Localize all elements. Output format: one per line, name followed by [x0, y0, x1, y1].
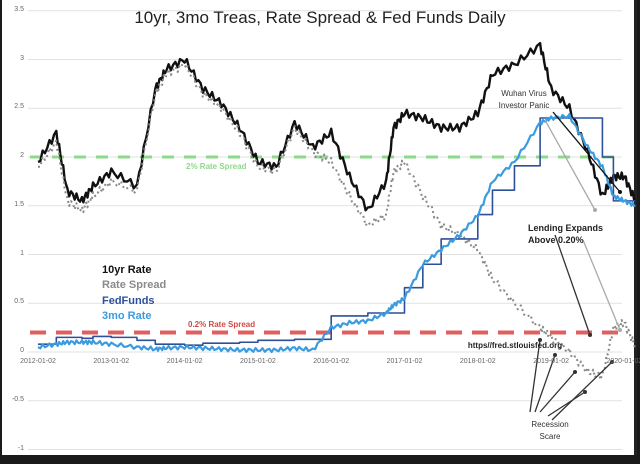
- y-tick-label: 3.5: [14, 5, 24, 13]
- ref-label-2pct: 2% Rate Spread: [186, 162, 247, 171]
- annotation-recession-line2: Scare: [539, 432, 561, 441]
- source-url: https//fred.stlouisfed.org: [467, 341, 563, 350]
- legend-10yr-rate: 10yr Rate: [102, 264, 152, 276]
- x-tick-label: 2013-01-02: [93, 358, 130, 365]
- x-tick-label: 2015-01-02: [239, 358, 276, 365]
- annotation-wuhan-line1: Wuhan Virus: [501, 89, 547, 98]
- y-tick-label: -1: [17, 444, 24, 452]
- y-tick-label: 2.5: [14, 103, 24, 111]
- x-tick-label: 2017-01-02: [386, 358, 423, 365]
- y-tick-label: 1.5: [14, 200, 24, 208]
- annotation-recession-line1: Recession: [531, 420, 569, 429]
- bottom-border: [0, 455, 640, 464]
- annotation-lending: Lending Expands Above 0.20%: [528, 222, 608, 246]
- ref-label-02pct: 0.2% Rate Spread: [188, 320, 256, 329]
- y-tick-label: 1: [20, 249, 24, 257]
- y-tick-label: 2: [20, 152, 24, 159]
- y-tick-label: 3: [20, 54, 24, 62]
- annotation-lending-line2: Above 0.20%: [528, 235, 584, 245]
- chart-frame: [2, 0, 637, 455]
- x-tick-label: 2014-01-02: [166, 358, 203, 365]
- annotation-lending-line1: Lending Expands: [528, 223, 604, 233]
- y-tick-label: 0: [20, 347, 24, 354]
- annotation-wuhan-line2: Investor Panic: [498, 101, 550, 110]
- x-tick-label: 2019-01-02: [533, 358, 569, 365]
- legend-3mo-rate: 3mo Rate: [102, 310, 152, 322]
- annotation-wuhan: Wuhan Virus Investor Panic: [484, 88, 564, 112]
- x-tick-label: 2016-01-02: [313, 358, 350, 365]
- chart-title: 10yr, 3mo Treas, Rate Spread & Fed Funds…: [134, 8, 506, 27]
- y-tick-label: -0.5: [11, 395, 24, 403]
- y-tick-label: 0.5: [14, 298, 24, 306]
- annotation-recession: Recession Scare: [520, 419, 580, 443]
- x-tick-label: 2018-01-02: [459, 358, 496, 365]
- legend-rate-spread: Rate Spread: [102, 279, 167, 291]
- x-tick-label: 2020-01-02: [606, 358, 640, 365]
- legend-fedfunds: FedFunds: [102, 295, 155, 307]
- x-tick-label: 2012-01-02: [20, 358, 56, 365]
